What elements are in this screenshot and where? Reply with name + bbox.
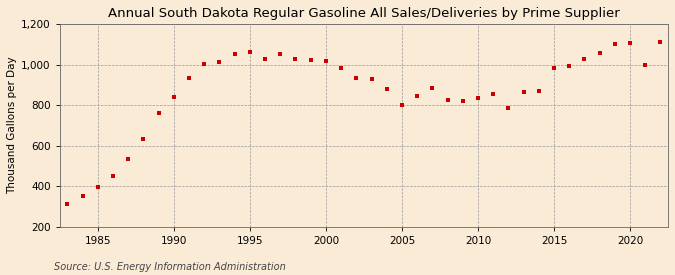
- Point: [381, 87, 392, 91]
- Point: [199, 61, 210, 66]
- Point: [305, 58, 316, 63]
- Point: [260, 57, 271, 62]
- Point: [442, 98, 453, 102]
- Point: [396, 103, 407, 107]
- Point: [107, 174, 118, 178]
- Text: Source: U.S. Energy Information Administration: Source: U.S. Energy Information Administ…: [54, 262, 286, 272]
- Point: [579, 57, 590, 62]
- Point: [412, 94, 423, 98]
- Point: [92, 185, 103, 190]
- Point: [458, 99, 468, 103]
- Point: [518, 90, 529, 94]
- Point: [77, 193, 88, 198]
- Point: [533, 89, 544, 93]
- Point: [427, 86, 438, 90]
- Y-axis label: Thousand Gallons per Day: Thousand Gallons per Day: [7, 57, 17, 194]
- Point: [594, 51, 605, 56]
- Point: [624, 41, 635, 45]
- Title: Annual South Dakota Regular Gasoline All Sales/Deliveries by Prime Supplier: Annual South Dakota Regular Gasoline All…: [108, 7, 620, 20]
- Point: [655, 40, 666, 44]
- Point: [549, 65, 560, 70]
- Point: [564, 63, 574, 68]
- Point: [244, 50, 255, 54]
- Point: [153, 111, 164, 116]
- Point: [488, 92, 499, 96]
- Point: [275, 52, 286, 57]
- Point: [351, 76, 362, 80]
- Point: [138, 136, 148, 141]
- Point: [184, 76, 194, 80]
- Point: [366, 76, 377, 81]
- Point: [169, 95, 180, 99]
- Point: [123, 157, 134, 161]
- Point: [335, 65, 346, 70]
- Point: [214, 60, 225, 65]
- Point: [321, 59, 331, 64]
- Point: [503, 106, 514, 110]
- Point: [640, 62, 651, 67]
- Point: [62, 202, 73, 206]
- Point: [472, 96, 483, 100]
- Point: [290, 57, 301, 62]
- Point: [230, 52, 240, 57]
- Point: [610, 42, 620, 46]
